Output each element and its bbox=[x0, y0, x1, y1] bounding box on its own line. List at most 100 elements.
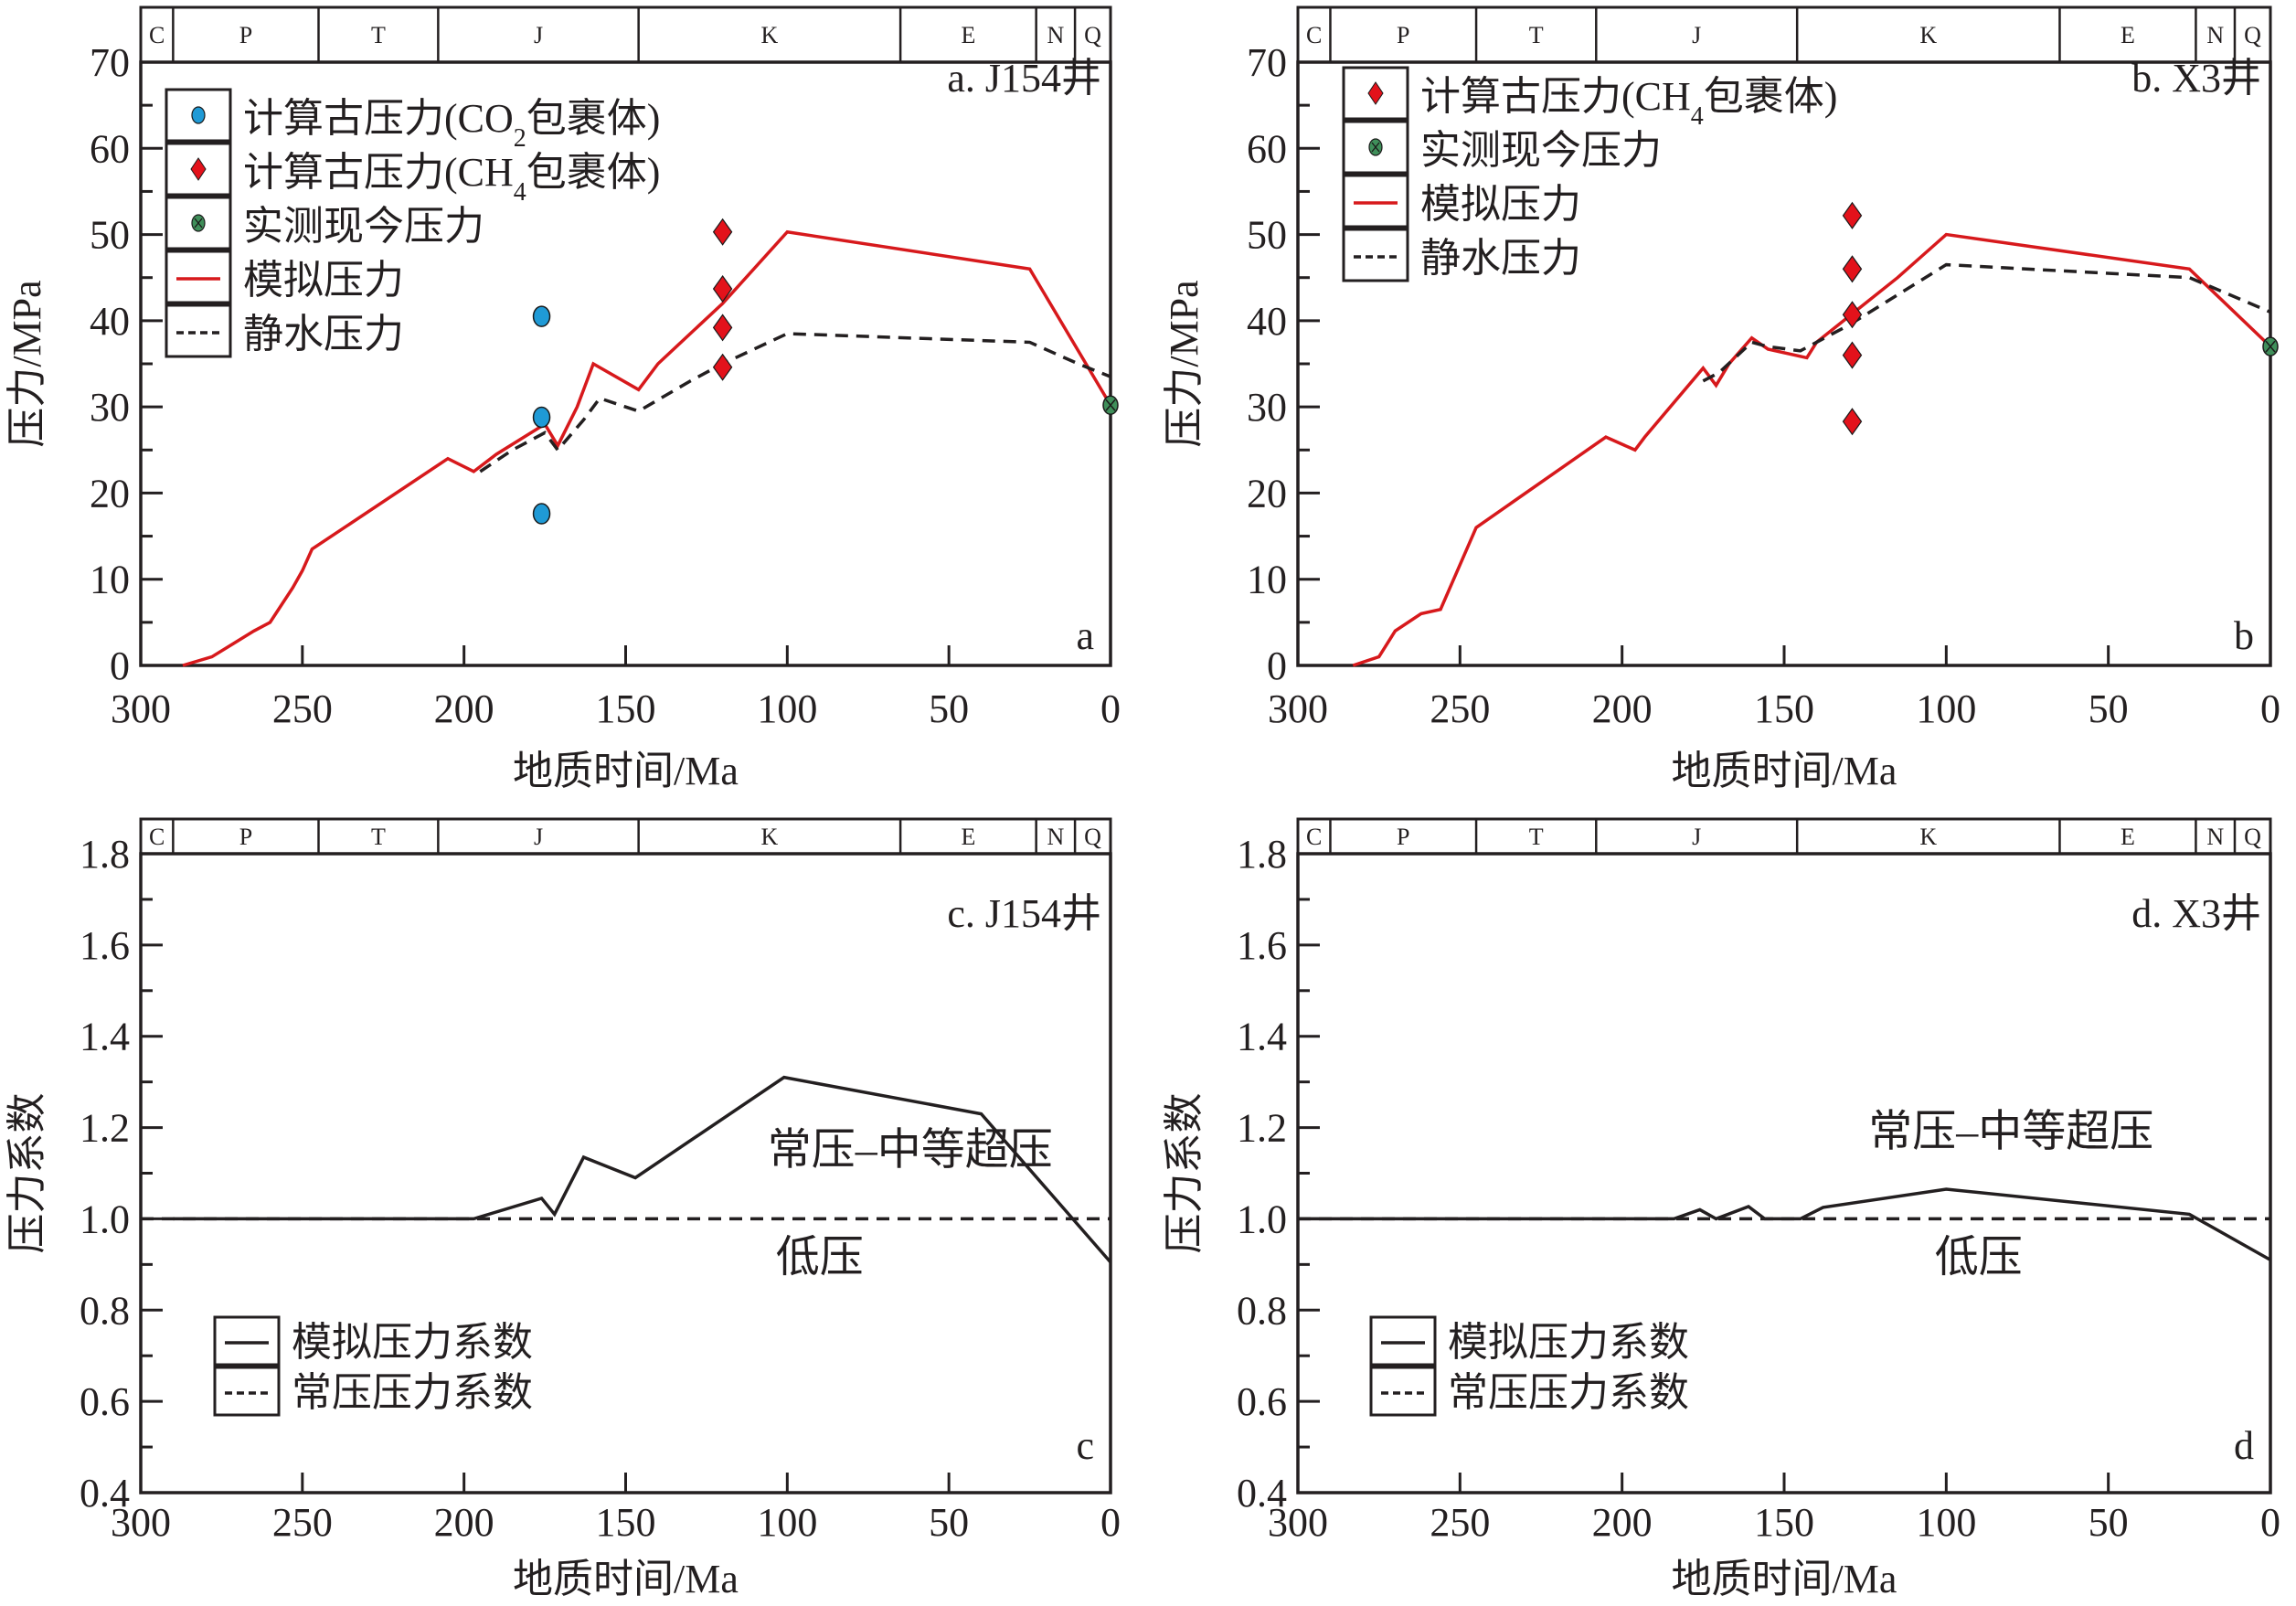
y-axis-title: 压力系数 bbox=[5, 1093, 49, 1254]
x-tick-label: 200 bbox=[1592, 1500, 1653, 1545]
data-point-diamond bbox=[712, 314, 733, 342]
legend-item: 常压压力系数 bbox=[213, 1366, 533, 1417]
legend-swatch-box bbox=[1342, 228, 1409, 282]
legend-label-text: 模拟压力系数 bbox=[292, 1320, 533, 1365]
x-tick-label: 0 bbox=[1100, 686, 1121, 731]
data-point-diamond bbox=[712, 274, 733, 303]
legend-label-text: 计算古压力(CO bbox=[243, 96, 514, 141]
strata-label: E bbox=[961, 824, 975, 850]
strata-label: E bbox=[961, 22, 975, 48]
strata-label: P bbox=[1397, 22, 1409, 48]
legend-label: 实测现今压力 bbox=[1420, 128, 1662, 173]
x-tick-label: 100 bbox=[1916, 686, 1976, 731]
legend-label-text: 模拟压力 bbox=[1420, 182, 1581, 227]
legend-label-subscript: 2 bbox=[514, 124, 526, 153]
y-tick-label: 70 bbox=[1247, 40, 1287, 85]
strata-label: T bbox=[1529, 22, 1544, 48]
data-point-circle bbox=[532, 503, 551, 525]
data-point-circle bbox=[532, 406, 551, 429]
strata-label: N bbox=[1047, 22, 1064, 48]
x-tick-label: 50 bbox=[929, 1500, 969, 1545]
y-tick-label: 0.8 bbox=[80, 1288, 130, 1333]
legend-item: 模拟压力系数 bbox=[1369, 1315, 1689, 1367]
legend-swatch-box bbox=[213, 1366, 281, 1417]
series-solid bbox=[173, 1075, 1112, 1264]
legend-item: 常压压力系数 bbox=[1369, 1366, 1689, 1417]
y-tick-label: 0.6 bbox=[80, 1379, 130, 1424]
x-tick-label: 150 bbox=[596, 686, 656, 731]
x-tick-label: 300 bbox=[1268, 686, 1328, 731]
x-tick-label: 300 bbox=[1268, 1500, 1328, 1545]
legend-label: 静水压力 bbox=[1420, 236, 1581, 281]
x-tick-label: 200 bbox=[434, 686, 494, 731]
data-point-diamond bbox=[1842, 341, 1863, 369]
region-label-upper: 常压–中等超压 bbox=[768, 1126, 1053, 1175]
series-points bbox=[712, 218, 733, 381]
x-tick-label: 250 bbox=[272, 1500, 333, 1545]
legend-label: 常压压力系数 bbox=[292, 1370, 533, 1415]
strata-label: Q bbox=[2244, 22, 2261, 48]
strata-label: N bbox=[1047, 824, 1064, 850]
strata-label: T bbox=[371, 22, 386, 48]
series-dashed bbox=[1702, 262, 2271, 383]
x-tick-label: 250 bbox=[1430, 1500, 1490, 1545]
strata-label: T bbox=[1529, 824, 1544, 850]
legend-label-tail: 包裹体) bbox=[526, 96, 661, 141]
strata-label: P bbox=[239, 22, 252, 48]
series-dashed bbox=[479, 332, 1111, 473]
y-tick-label: 40 bbox=[90, 299, 130, 344]
legend-diamond-icon bbox=[190, 157, 207, 181]
panel-corner-label: c bbox=[1076, 1423, 1094, 1468]
plot-frame bbox=[1296, 852, 2272, 1494]
strata-label: C bbox=[1306, 22, 1322, 48]
data-point-cross-circle bbox=[1102, 395, 1119, 416]
strata-label: P bbox=[1397, 824, 1409, 850]
solid-series-line bbox=[1298, 1187, 2271, 1261]
legend-label-text: 静水压力 bbox=[1420, 236, 1581, 281]
x-tick-label: 250 bbox=[272, 686, 333, 731]
strata-label: T bbox=[371, 824, 386, 850]
strata-label: K bbox=[1919, 22, 1937, 48]
legend-label-tail: 包裹体) bbox=[1704, 74, 1838, 119]
strata-label: E bbox=[2121, 22, 2135, 48]
y-tick-label: 10 bbox=[1247, 558, 1287, 602]
legend-item: 模拟压力系数 bbox=[213, 1315, 533, 1367]
x-tick-label: 100 bbox=[757, 686, 817, 731]
x-tick-label: 50 bbox=[929, 686, 969, 731]
x-tick-label: 150 bbox=[1754, 686, 1814, 731]
y-tick-label: 1.0 bbox=[80, 1197, 130, 1241]
strata-label: C bbox=[149, 22, 165, 48]
strata-label: J bbox=[1692, 824, 1701, 850]
x-tick-label: 0 bbox=[2260, 686, 2280, 731]
y-tick-label: 0.4 bbox=[1237, 1471, 1287, 1516]
x-axis-title: 地质时间/Ma bbox=[1672, 749, 1897, 793]
y-tick-label: 0 bbox=[1267, 643, 1287, 688]
dashed-series-line bbox=[1702, 262, 2271, 383]
y-tick-label: 1.4 bbox=[80, 1015, 130, 1059]
legend-item: 计算古压力(CO2包裹体) bbox=[165, 88, 661, 153]
series-solid bbox=[1298, 1187, 2271, 1261]
y-tick-label: 1.8 bbox=[1237, 832, 1287, 877]
region-label-lower: 低压 bbox=[776, 1233, 864, 1282]
legend-item: 模拟压力 bbox=[1342, 174, 1581, 229]
legend-label-subscript: 4 bbox=[1691, 102, 1704, 131]
y-tick-label: 1.4 bbox=[1237, 1015, 1287, 1059]
x-tick-label: 300 bbox=[111, 1500, 171, 1545]
series-solid bbox=[1352, 232, 2272, 667]
panel-title: a. J154井 bbox=[947, 56, 1101, 101]
strata-label: P bbox=[239, 824, 252, 850]
x-tick-label: 200 bbox=[434, 1500, 494, 1545]
solid-series-line bbox=[182, 229, 1112, 667]
series-points bbox=[1102, 395, 1119, 416]
legend-swatch-box bbox=[1342, 174, 1409, 229]
data-point-diamond bbox=[1842, 408, 1863, 436]
series-points bbox=[1842, 201, 1863, 436]
y-tick-label: 40 bbox=[1247, 299, 1287, 344]
panel-corner-label: b bbox=[2234, 613, 2254, 658]
y-tick-label: 1.8 bbox=[80, 832, 130, 877]
y-tick-label: 1.6 bbox=[1237, 923, 1287, 968]
panel-d: C P T J K E N Q 300 250 200 150 100 50 0 0.4 0.6 0.8 1.0 1.… bbox=[1162, 817, 2280, 1601]
y-axis-title: 压力/MPa bbox=[5, 280, 49, 447]
legend-swatch-box bbox=[165, 303, 232, 358]
